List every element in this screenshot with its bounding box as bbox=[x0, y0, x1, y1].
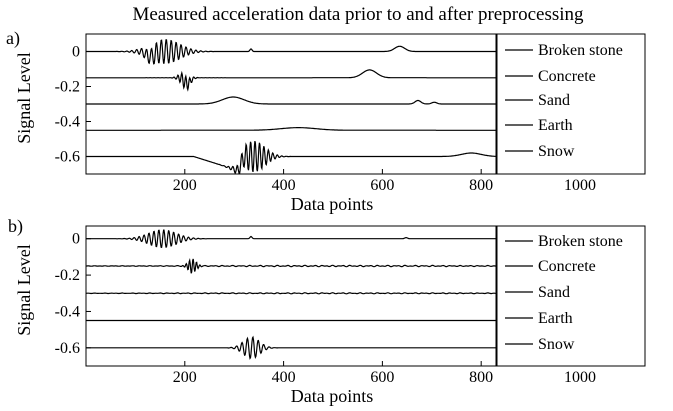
legend-entry: Sand bbox=[538, 284, 570, 301]
x-tick-label: 800 bbox=[469, 177, 493, 194]
panel-b: b) Signal Level Data points 0 -0.2 -0.4 -0.… bbox=[8, 216, 646, 406]
panel-label: a) bbox=[6, 28, 20, 49]
panel-label: b) bbox=[8, 216, 23, 237]
series-line bbox=[86, 257, 496, 274]
y-tick-label: -0.2 bbox=[55, 79, 80, 96]
series-line bbox=[86, 127, 496, 131]
legend: Broken stone Concrete Sand Earth Snow bbox=[496, 225, 646, 367]
series-line bbox=[86, 292, 496, 295]
legend-entry: Earth bbox=[538, 117, 573, 134]
plot-area-frame bbox=[85, 225, 497, 367]
legend-entry: Sand bbox=[538, 92, 570, 109]
y-tick-label: 0 bbox=[72, 44, 80, 61]
legend-entry: Earth bbox=[538, 310, 573, 327]
legend-entry: Concrete bbox=[538, 258, 596, 275]
y-tick-label: -0.4 bbox=[55, 303, 80, 320]
legend: Broken stone Concrete Sand Earth Snow bbox=[496, 33, 646, 175]
x-tick-label: 200 bbox=[173, 369, 197, 386]
x-axis-label: Data points bbox=[291, 194, 374, 214]
y-tick-label: -0.6 bbox=[55, 340, 80, 357]
y-tick-label: 0 bbox=[72, 231, 80, 248]
legend-entry: Snow bbox=[538, 336, 575, 353]
legend-entry: Broken stone bbox=[538, 42, 623, 59]
y-tick-label: -0.4 bbox=[55, 114, 80, 131]
panel-a: a) Signal Level Data points 0 -0.2 -0.4 -0.… bbox=[6, 28, 646, 214]
legend-entry: Broken stone bbox=[538, 233, 623, 250]
x-tick-label: 800 bbox=[469, 369, 493, 386]
series-line bbox=[86, 96, 496, 105]
x-tick-label: 400 bbox=[272, 369, 296, 386]
legend-frame bbox=[496, 225, 646, 367]
x-tick-label: 400 bbox=[272, 177, 296, 194]
series-line bbox=[86, 229, 496, 249]
x-tick-label: 600 bbox=[370, 177, 394, 194]
y-tick-label: -0.2 bbox=[55, 267, 80, 284]
legend-entry: Snow bbox=[538, 143, 575, 160]
series-line bbox=[86, 140, 496, 175]
x-tick-label: 600 bbox=[370, 369, 394, 386]
x-tick-label: 1000 bbox=[564, 177, 596, 194]
legend-entry: Concrete bbox=[538, 68, 596, 85]
x-tick-label: 200 bbox=[173, 177, 197, 194]
y-tick-label: -0.6 bbox=[55, 149, 80, 166]
series-line bbox=[86, 69, 496, 92]
x-tick-label: 1000 bbox=[564, 369, 596, 386]
y-axis-label: Signal Level bbox=[14, 244, 34, 335]
series-line bbox=[86, 335, 496, 360]
figure-title: Measured acceleration data prior to and … bbox=[132, 4, 584, 25]
x-axis-label: Data points bbox=[291, 386, 374, 406]
series-line bbox=[86, 39, 496, 65]
y-axis-label: Signal Level bbox=[14, 52, 34, 143]
